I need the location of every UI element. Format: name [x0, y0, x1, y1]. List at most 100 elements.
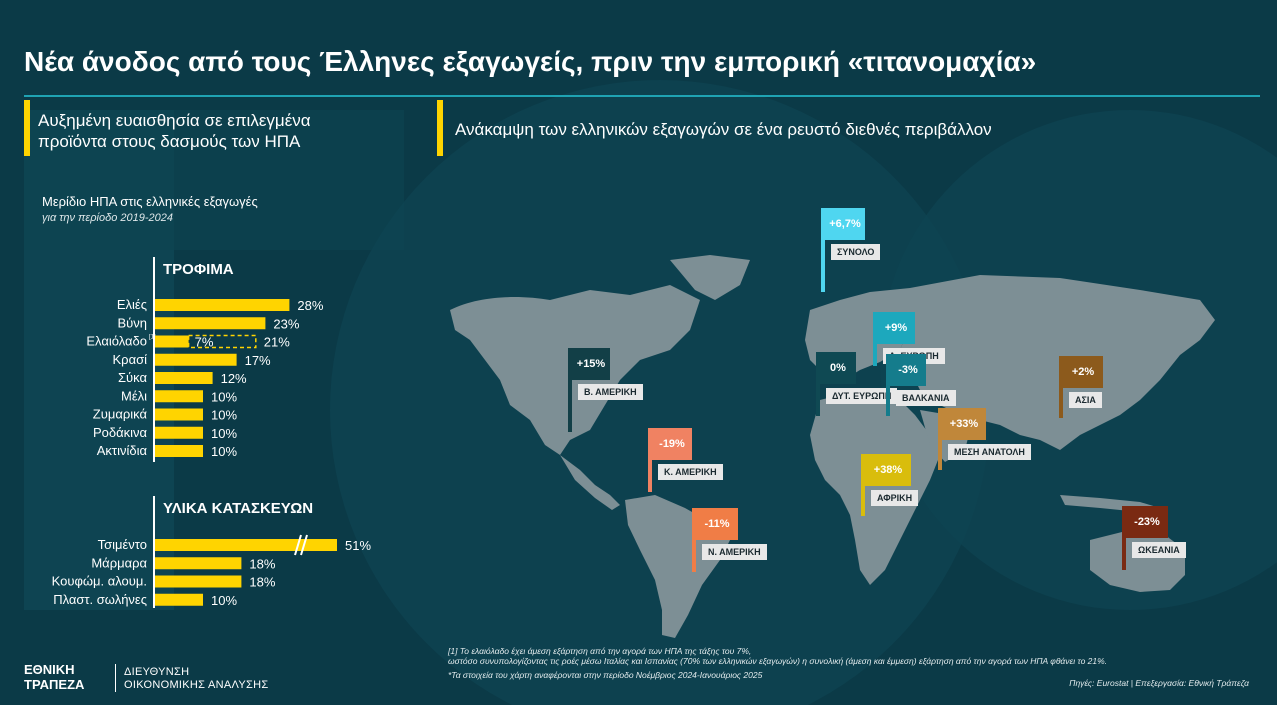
bar-category-label: Πλαστ. σωλήνες: [53, 592, 147, 607]
bar-chart: Ελιές 28% Βύνη 23% Ελαιόλαδο [1] 7% 21% Κρασί 17%…: [52, 297, 372, 608]
flag-region-label: ΑΦΡΙΚΗ: [871, 490, 919, 506]
flag-value: +2%: [1063, 356, 1103, 388]
left-section-marker: [24, 100, 30, 156]
flag-value: -19%: [652, 428, 692, 460]
chart-title: Μερίδιο ΗΠΑ στις ελληνικές εξαγωγές: [42, 194, 258, 209]
bar-category-label: Ελαιόλαδο: [86, 334, 147, 349]
right-section-heading: Ανάκαμψη των ελληνικών εξαγωγών σε ένα ρ…: [455, 120, 992, 139]
bar-category-label: Ακτινίδια: [97, 443, 148, 458]
materials-category-marker: [153, 496, 155, 608]
bar-value-label: 23%: [273, 316, 299, 331]
bank-logo: ΕΘΝΙΚΗ ΤΡΑΠΕΖΑ: [24, 662, 84, 692]
bar: [155, 317, 266, 330]
central-america-shape: [560, 455, 620, 510]
chart-subtitle: για την περίοδο 2019-2024: [42, 212, 174, 224]
bar-category-label: Μάρμαρα: [91, 555, 147, 570]
source-note: Πηγές: Eurostat | Επεξεργασία: Εθνική Τρ…: [1069, 678, 1249, 688]
logo-divider: [115, 664, 116, 692]
title-rule: [24, 95, 1260, 97]
flag-region-label: Ν. ΑΜΕΡΙΚΗ: [702, 544, 767, 560]
department-line2: ΟΙΚΟΝΟΜΙΚΗΣ ΑΝΑΛΥΣΗΣ: [124, 679, 269, 691]
bar: [155, 539, 337, 551]
flag-region-label: ΜΕΣΗ ΑΝΑΤΟΛΗ: [948, 444, 1031, 460]
bar-category-label: Κουφώμ. αλουμ.: [52, 574, 147, 589]
bar-value-label: 10%: [211, 444, 237, 459]
bar-category-label: Τσιμέντο: [98, 537, 147, 552]
bar-value-label: 10%: [211, 389, 237, 404]
bar-indirect: [187, 334, 257, 349]
flag-value: +9%: [877, 312, 915, 344]
greenland-shape: [670, 255, 750, 300]
flag-pole: [886, 354, 890, 416]
logo-line2: ΤΡΑΠΕΖΑ: [24, 677, 85, 692]
flag-pole: [938, 408, 942, 470]
left-section-heading: Αυξημένη ευαισθησία σε επιλεγμένα προϊόν…: [38, 110, 311, 152]
world-map: [450, 255, 1215, 638]
flag-region-label: ΔΥΤ. ΕΥΡΩΠΗ: [826, 388, 898, 404]
flag-pole: [821, 208, 825, 292]
bar-value-label: 10%: [211, 426, 237, 441]
bar-category-label: Κρασί: [113, 352, 148, 367]
footnote-2: ωστόσο συνυπολογίζοντας τις ροές μέσω Ιτ…: [448, 656, 1108, 666]
australia-shape: [1090, 530, 1185, 592]
right-section-marker: [437, 100, 443, 156]
flag-value: +33%: [942, 408, 986, 440]
flag-pole: [1122, 506, 1126, 570]
flag-value: -23%: [1126, 506, 1168, 538]
flag-pole: [692, 508, 696, 572]
asia-shape: [900, 275, 1215, 450]
bar: [155, 593, 203, 606]
flag-pole: [816, 352, 820, 416]
flag-pole: [1059, 356, 1063, 418]
page-title: Νέα άνοδος από τους Έλληνες εξαγωγείς, π…: [24, 46, 1037, 77]
food-category-marker: [153, 257, 155, 462]
axis-break: [294, 534, 302, 556]
bar-category-label: Ελιές: [117, 297, 147, 312]
department-line1: ΔΙΕΥΘΥΝΣΗ: [124, 666, 190, 678]
bar: [155, 299, 290, 311]
footnote-1: [1] Το ελαιόλαδο έχει άμεση εξάρτηση από…: [448, 646, 752, 656]
flag-region-label: ΒΑΛΚΑΝΙΑ: [896, 390, 956, 406]
department-name: ΔΙΕΥΘΥΝΣΗ ΟΙΚΟΝΟΜΙΚΗΣ ΑΝΑΛΥΣΗΣ: [124, 666, 268, 692]
bar-value-label: 18%: [249, 556, 275, 571]
flag-region-label: Κ. ΑΜΕΡΙΚΗ: [658, 464, 723, 480]
bar: [155, 390, 203, 403]
flag-value: +15%: [572, 348, 610, 380]
bar: [155, 426, 203, 439]
bar: [155, 575, 242, 588]
bar-value-label: 10%: [211, 593, 237, 608]
bar-category-label: Ζυμαρικά: [93, 407, 148, 422]
bar-category-label: Ροδάκινα: [93, 425, 148, 440]
bar-category-label: Σύκα: [118, 370, 147, 385]
footnote-3: *Τα στοιχεία του χάρτη αναφέρονται στην …: [448, 670, 763, 680]
bar-category-label: Βύνη: [117, 315, 147, 330]
bar-value-label: 28%: [297, 298, 323, 313]
bar-value-label: 12%: [221, 371, 247, 386]
flag-value: -3%: [890, 354, 926, 386]
bar-value-label: 21%: [264, 335, 290, 350]
axis-break: [300, 534, 308, 556]
materials-category-title: ΥΛΙΚΑ ΚΑΤΑΣΚΕΥΩΝ: [163, 500, 314, 517]
bar: [155, 557, 242, 570]
flag-region-label: ΣΥΝΟΛΟ: [831, 244, 881, 260]
bar: [155, 372, 213, 384]
bar-value-label: 10%: [211, 408, 237, 423]
flag-pole: [873, 312, 877, 366]
bar: [155, 408, 203, 421]
footnote-marker: [1]: [149, 335, 156, 341]
bar-value-label: 18%: [249, 575, 275, 590]
logo-line1: ΕΘΝΙΚΗ: [24, 662, 75, 677]
bar: [155, 353, 237, 366]
flag-value: +38%: [865, 454, 911, 486]
flag-value: 0%: [820, 352, 856, 384]
bar-direct: [155, 335, 189, 348]
bar-value-label: 51%: [345, 538, 371, 553]
flag-region-label: Β. ΑΜΕΡΙΚΗ: [578, 384, 643, 400]
africa-shape: [810, 390, 940, 585]
flag-value: +6,7%: [825, 208, 865, 240]
bar: [155, 445, 203, 457]
flag-value: -11%: [696, 508, 738, 540]
bar-direct-label: 7%: [195, 335, 214, 350]
left-section-line1: Αυξημένη ευαισθησία σε επιλεγμένα: [38, 111, 311, 130]
flag-pole: [861, 454, 865, 516]
